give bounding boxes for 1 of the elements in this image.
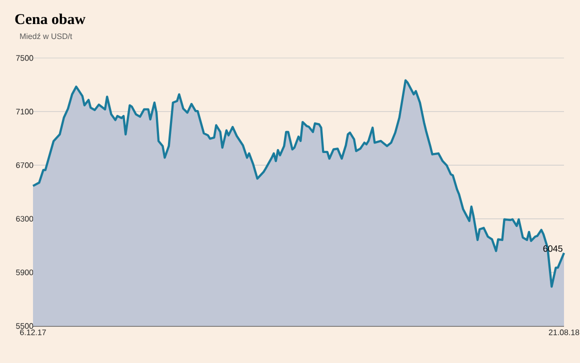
chart-title: Cena obaw xyxy=(15,14,86,24)
